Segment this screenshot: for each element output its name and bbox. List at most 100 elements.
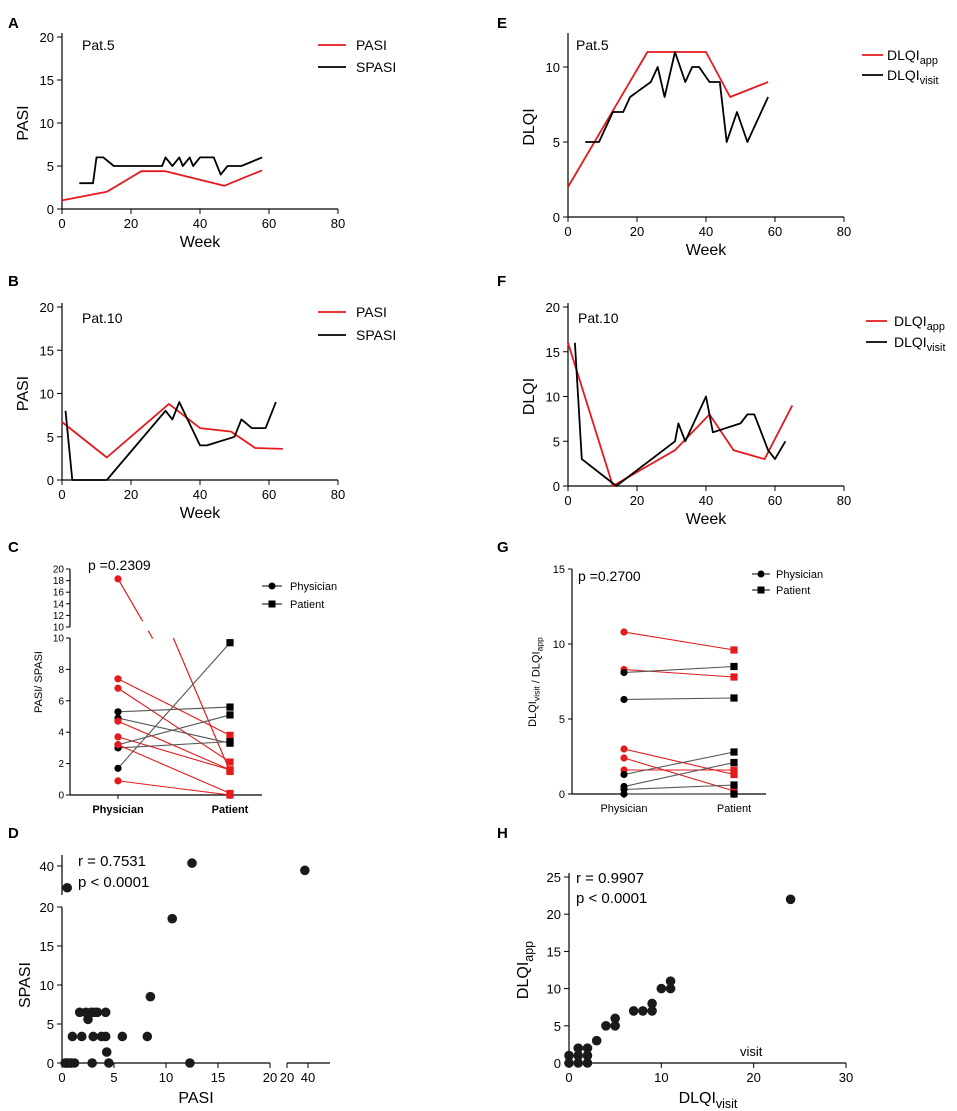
panel-a: A 0 20 40 60 80 0 5 10 15 20 Week PASI Pat.5 PASI SPASI (8, 15, 396, 251)
y-tick-label: 10 (553, 639, 565, 651)
data-point (117, 1031, 128, 1042)
p-value: p < 0.0001 (576, 890, 647, 907)
legend-label-dlqi-app-sub-0: app (920, 55, 938, 67)
patient-point (226, 703, 234, 711)
patient-annotation: Pat.5 (82, 37, 115, 53)
legend: Physician Patient (262, 581, 337, 611)
y-axis-label-base-0: DLQI (515, 962, 532, 999)
data-point (100, 1007, 111, 1018)
x-tick-label: 0 (58, 487, 65, 502)
x-tick-label: 5 (110, 1070, 117, 1085)
pair-line (117, 741, 231, 749)
y-tick-label: 10 (546, 60, 560, 75)
x-tick-label: Physician (92, 804, 144, 816)
y-axis-label-base-0: DLQI (527, 701, 539, 727)
x-tick-label: 40 (301, 1070, 315, 1085)
pair-line (117, 744, 231, 794)
physician-point (114, 733, 122, 741)
series-line-pasi (61, 169, 263, 202)
stray-visit-label: visit (740, 1044, 763, 1059)
x-tick-label: 80 (331, 487, 345, 502)
physician-point (620, 628, 628, 636)
physician-point (114, 764, 122, 772)
x-axis-label: Week (686, 511, 728, 528)
patient-point (226, 738, 234, 746)
data-point (142, 1031, 153, 1042)
panel-h: H 0 10 20 30 0 5 10 15 20 25 r = 0.9907 p < 0.0001 vi… (497, 825, 853, 1111)
legend-label-spasi: SPASI (356, 327, 396, 343)
x-axis-label: Week (686, 242, 728, 259)
physician-point (114, 777, 122, 785)
r-value: r = 0.7531 (78, 853, 146, 870)
patient-point (226, 758, 234, 766)
y-tick-label: 20 (547, 907, 561, 922)
y-tick-label: 5 (559, 714, 565, 726)
y-tick-label: 5 (553, 434, 560, 449)
legend-label-spasi: SPASI (356, 59, 396, 75)
y-tick-label: 5 (554, 1019, 561, 1034)
pair-line (117, 706, 231, 713)
y-tick-label: 0 (553, 210, 560, 225)
legend-marker-patient (757, 586, 765, 594)
patient-point (730, 694, 738, 702)
pair-line (623, 761, 735, 788)
y-tick-label: 10 (53, 634, 65, 645)
physician-point (620, 754, 628, 762)
series-line-dlqiapp (567, 342, 794, 487)
p-value: p =0.2309 (88, 557, 151, 573)
data-point (185, 1058, 195, 1068)
y-axis-label-sub-1: app (535, 637, 545, 652)
y-tick-label: 15 (553, 564, 565, 576)
y-tick-label: 10 (547, 982, 561, 997)
physician-point (114, 675, 122, 683)
data-point (628, 1006, 639, 1016)
data-point (591, 1035, 602, 1046)
legend-label-patient: Patient (290, 599, 324, 611)
data-point (167, 913, 178, 924)
y-tick-label: 10 (546, 390, 560, 405)
pair-line (623, 631, 735, 651)
legend-label-physician: Physician (776, 569, 823, 581)
x-tick-label: 20 (263, 1070, 277, 1085)
data-point (564, 1050, 574, 1061)
panel-e: E0 20 40 60 800510WeekDLQIPat.5DLQIappDLQIvi… (497, 15, 938, 259)
data-point (665, 983, 676, 994)
patient-point (226, 639, 234, 647)
x-tick-label: 40 (699, 224, 713, 239)
legend: Physician Patient (752, 569, 823, 597)
pair-line (117, 678, 231, 736)
x-axis-label: Week (180, 505, 222, 522)
data-point (610, 1013, 620, 1024)
data-point (656, 983, 667, 994)
panel-label-d: D (8, 825, 19, 842)
y-tick-label: 4 (58, 728, 64, 739)
data-point (88, 1031, 98, 1042)
y-tick-label: 0 (559, 789, 565, 801)
patient-point (730, 766, 738, 774)
physician-point (620, 668, 628, 677)
y-tick-label: 6 (58, 696, 64, 707)
y-tick-label: 16 (53, 588, 65, 599)
series-line-dlqiapp (567, 51, 769, 188)
x-tick-label: Patient (212, 804, 249, 816)
y-tick-label: 15 (40, 939, 54, 954)
x-tick-label: 80 (837, 493, 851, 508)
patient-point (226, 791, 234, 799)
y-tick-label: 15 (40, 73, 54, 88)
x-tick-label: 40 (699, 493, 713, 508)
x-tick-label: 80 (837, 224, 851, 239)
pair-line (117, 642, 231, 769)
pair-line (623, 751, 735, 776)
panel-label-e: E (497, 15, 507, 32)
y-tick-label: 0 (58, 791, 64, 802)
pair-line (172, 637, 231, 772)
legend-label-pasi: PASI (356, 304, 387, 320)
legend-marker-physician (268, 582, 276, 590)
pair-line (147, 630, 154, 639)
panel-label-g: G (497, 539, 509, 556)
x-tick-label: 0 (564, 493, 571, 508)
